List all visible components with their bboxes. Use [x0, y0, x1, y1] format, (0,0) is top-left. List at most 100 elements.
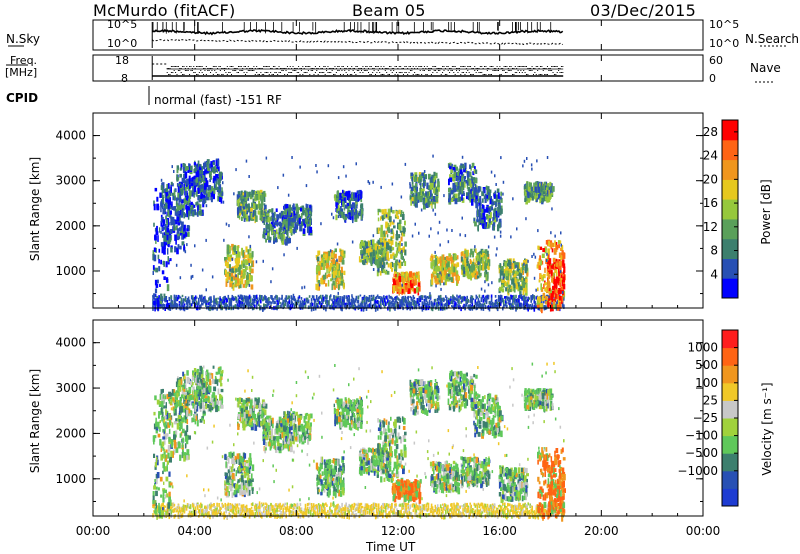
echo-cell: [251, 260, 255, 268]
echo-cell: [244, 280, 246, 285]
echo-cell: [515, 298, 517, 302]
echo-cell: [401, 299, 403, 304]
echo-cell: [460, 177, 463, 182]
nave-point: [496, 70, 498, 71]
nave-point: [240, 66, 242, 67]
nave-point: [204, 68, 206, 69]
echo-cell: [448, 300, 450, 306]
nave-point: [460, 74, 462, 75]
echo-cell: [342, 189, 344, 197]
echo-cell: [471, 184, 473, 192]
echo-cell: [204, 161, 207, 168]
echo-cell: [479, 253, 482, 260]
echo-cell: [330, 305, 332, 310]
echo-cell: [235, 300, 238, 303]
echo-cell: [282, 219, 286, 225]
echo-cell: [413, 288, 417, 294]
echo-cell: [365, 245, 369, 251]
nave-point: [281, 70, 283, 71]
echo-cell: [471, 271, 474, 276]
echo-cell: [409, 195, 413, 201]
nave-point: [354, 72, 356, 73]
echo-cell: [546, 294, 549, 298]
nave-point: [312, 70, 314, 71]
echo-cell: [400, 211, 402, 217]
echo-cell: [158, 227, 161, 233]
echo-cell: [380, 216, 382, 221]
echo-cell: [191, 177, 195, 182]
echo-cell: [388, 304, 390, 308]
echo-cell: [475, 294, 478, 300]
echo-cell: [350, 298, 353, 303]
nave-point: [549, 68, 551, 69]
nave-point: [524, 66, 526, 67]
echo-cell: [367, 248, 371, 256]
echo-cell: [359, 303, 362, 306]
echo-cell: [190, 182, 194, 186]
nave-point: [344, 70, 346, 71]
echo-cell: [322, 257, 324, 261]
echo-cell: [360, 259, 362, 263]
echo-cell: [487, 294, 490, 298]
echo-cell: [334, 299, 336, 302]
echo-cell: [407, 299, 409, 302]
echo-cell: [351, 296, 354, 299]
echo-cell: [335, 295, 337, 300]
echo-cell: [365, 300, 368, 305]
echo-cell: [331, 283, 333, 291]
nave-point: [381, 74, 383, 75]
nave-point: [305, 66, 307, 67]
echo-cell: [245, 203, 249, 208]
nave-point: [542, 70, 544, 71]
echo-cell: [485, 274, 488, 282]
nave-point: [274, 66, 276, 67]
echo-cell: [243, 192, 247, 197]
nave-point: [381, 68, 383, 69]
echo-cell: [173, 195, 176, 200]
nave-point: [261, 68, 263, 69]
echo-cell: [160, 185, 163, 190]
echo-cell: [263, 196, 266, 202]
echo-cell: [507, 279, 510, 285]
echo-cell: [188, 192, 192, 200]
echo-cell: [276, 295, 278, 300]
nave-point: [267, 66, 269, 67]
echo-cell: [183, 244, 185, 251]
echo-cell: [193, 296, 196, 301]
echo-cell: [213, 295, 215, 300]
nave-point: [433, 66, 435, 67]
echo-cell: [459, 294, 461, 300]
echo-cell: [170, 219, 174, 226]
echo-cell: [452, 182, 456, 188]
echo-cell: [243, 303, 246, 308]
echo-cell: [224, 257, 227, 261]
echo-cell: [357, 295, 360, 300]
echo-cell: [169, 229, 173, 234]
echo-cell: [401, 302, 403, 308]
echo-cell: [416, 186, 418, 192]
echo-cell: [258, 303, 260, 307]
echo-cell: [477, 303, 480, 309]
echo-cell: [511, 279, 514, 285]
echo-cell: [225, 278, 228, 283]
echo-cell: [334, 266, 337, 272]
echo-cell: [338, 268, 340, 276]
echo-cell: [486, 224, 490, 229]
echo-cell: [461, 296, 463, 300]
echo-cell: [278, 221, 282, 227]
echo-cell: [506, 304, 508, 307]
echo-cell: [476, 275, 480, 279]
echo-cell: [179, 198, 182, 203]
nave-point: [172, 66, 174, 67]
echo-cell: [476, 302, 479, 305]
echo-cell: [409, 280, 412, 287]
nave-point: [407, 68, 409, 69]
echo-cell: [256, 297, 259, 301]
echo-cell: [238, 264, 242, 270]
nave-point: [173, 66, 175, 67]
echo-cell: [342, 279, 345, 284]
nave-point: [472, 68, 474, 69]
echo-cell: [500, 191, 503, 196]
echo-cell: [243, 295, 246, 300]
echo-cell: [525, 296, 527, 299]
